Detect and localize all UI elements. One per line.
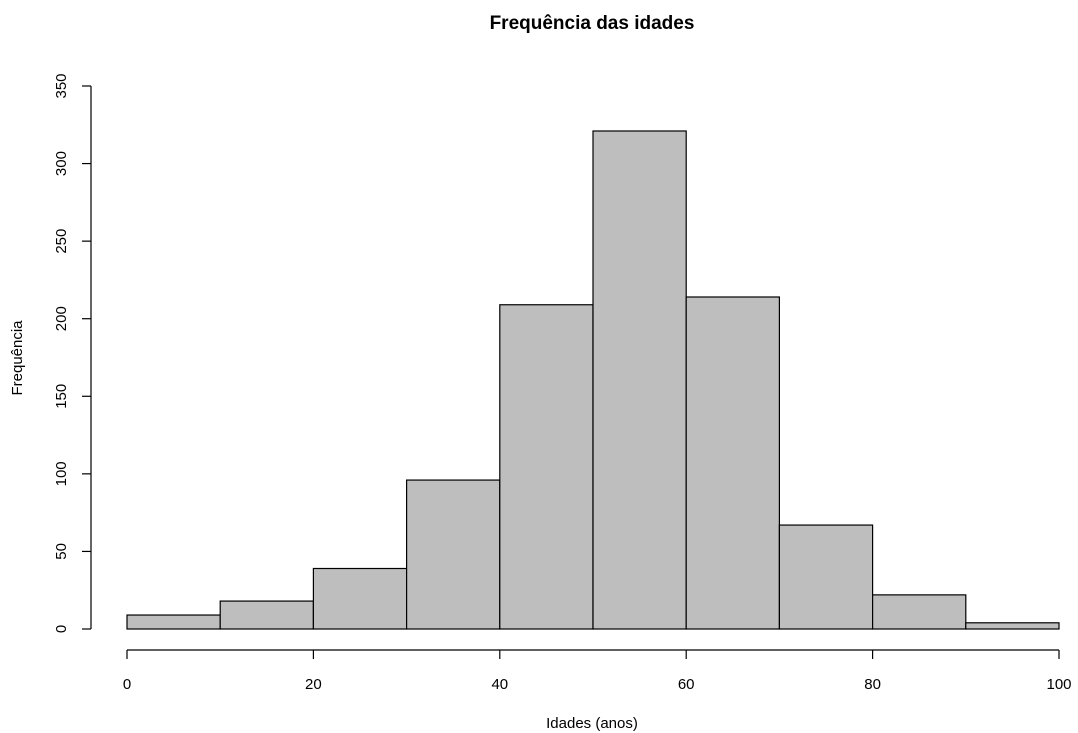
x-tick-label: 100 (1046, 676, 1071, 693)
histogram-bar-0-10 (126, 614, 221, 630)
y-tick-label: 300 (53, 151, 70, 176)
y-axis-label: Frequência (9, 320, 26, 396)
x-tick-label: 80 (864, 676, 881, 693)
histogram-bar-10-20 (219, 600, 314, 630)
histogram-bar-60-70 (685, 296, 781, 630)
histogram-bar-80-90 (871, 594, 967, 630)
x-tick-label: 0 (123, 676, 131, 693)
y-tick-label: 150 (53, 384, 70, 409)
histogram-bar-70-80 (778, 524, 874, 630)
y-tick-label: 250 (53, 229, 70, 254)
x-axis: 0 20 40 60 80 100 (123, 649, 1072, 693)
y-tick-label: 100 (53, 461, 70, 486)
y-tick-label: 350 (53, 73, 70, 98)
y-tick-label: 0 (53, 625, 70, 633)
histogram-bar-40-50 (499, 304, 594, 630)
chart-title: Frequência das idades (490, 13, 695, 34)
histogram-bar-20-30 (312, 567, 408, 630)
x-tick-label: 40 (491, 676, 508, 693)
bars-group (126, 130, 1060, 630)
y-tick-label: 50 (53, 543, 70, 560)
histogram-bar-90-100 (965, 622, 1060, 630)
x-axis-label: Idades (anos) (546, 715, 638, 732)
x-tick-label: 60 (678, 676, 695, 693)
histogram-bar-50-60 (592, 130, 687, 630)
y-axis: 0 50 100 150 200 250 300 350 (53, 73, 92, 633)
y-tick-label: 200 (53, 306, 70, 331)
x-tick-label: 20 (305, 676, 322, 693)
histogram-bar-30-40 (406, 479, 501, 630)
